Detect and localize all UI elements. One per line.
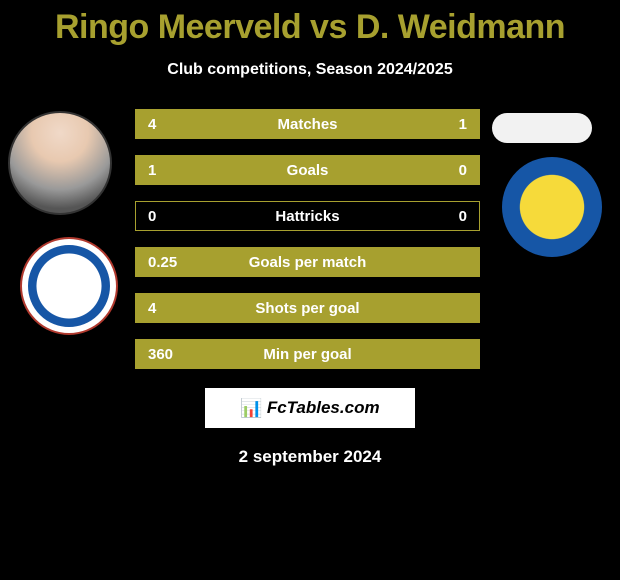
footer-brand-text: FcTables.com	[267, 398, 380, 418]
stat-label: Min per goal	[136, 346, 479, 363]
stat-row: 1Goals0	[135, 155, 480, 185]
stat-row: 4Shots per goal	[135, 293, 480, 323]
fctables-badge: 📊 FcTables.com	[205, 385, 415, 431]
stat-row: 360Min per goal	[135, 339, 480, 369]
comparison-title: Ringo Meerveld vs D. Weidmann	[0, 0, 620, 47]
date-text: 2 september 2024	[0, 447, 620, 467]
stat-value-right: 0	[459, 162, 467, 179]
chart-icon: 📊	[240, 398, 262, 419]
stat-row: 0.25Goals per match	[135, 247, 480, 277]
stat-label: Hattricks	[136, 208, 479, 225]
player-left-photo	[8, 111, 112, 215]
club-left-logo	[20, 237, 118, 335]
stat-row: 4Matches1	[135, 109, 480, 139]
stat-bars: 4Matches11Goals00Hattricks00.25Goals per…	[135, 109, 480, 369]
stat-label: Goals per match	[136, 254, 479, 271]
season-subtitle: Club competitions, Season 2024/2025	[0, 61, 620, 79]
stat-label: Goals	[136, 162, 479, 179]
stat-value-right: 0	[459, 208, 467, 225]
player-right-photo	[492, 113, 592, 143]
stat-row: 0Hattricks0	[135, 201, 480, 231]
club-right-logo	[502, 157, 602, 257]
stat-value-right: 1	[459, 116, 467, 133]
stat-label: Shots per goal	[136, 300, 479, 317]
stat-label: Matches	[136, 116, 479, 133]
comparison-content: 4Matches11Goals00Hattricks00.25Goals per…	[0, 109, 620, 369]
